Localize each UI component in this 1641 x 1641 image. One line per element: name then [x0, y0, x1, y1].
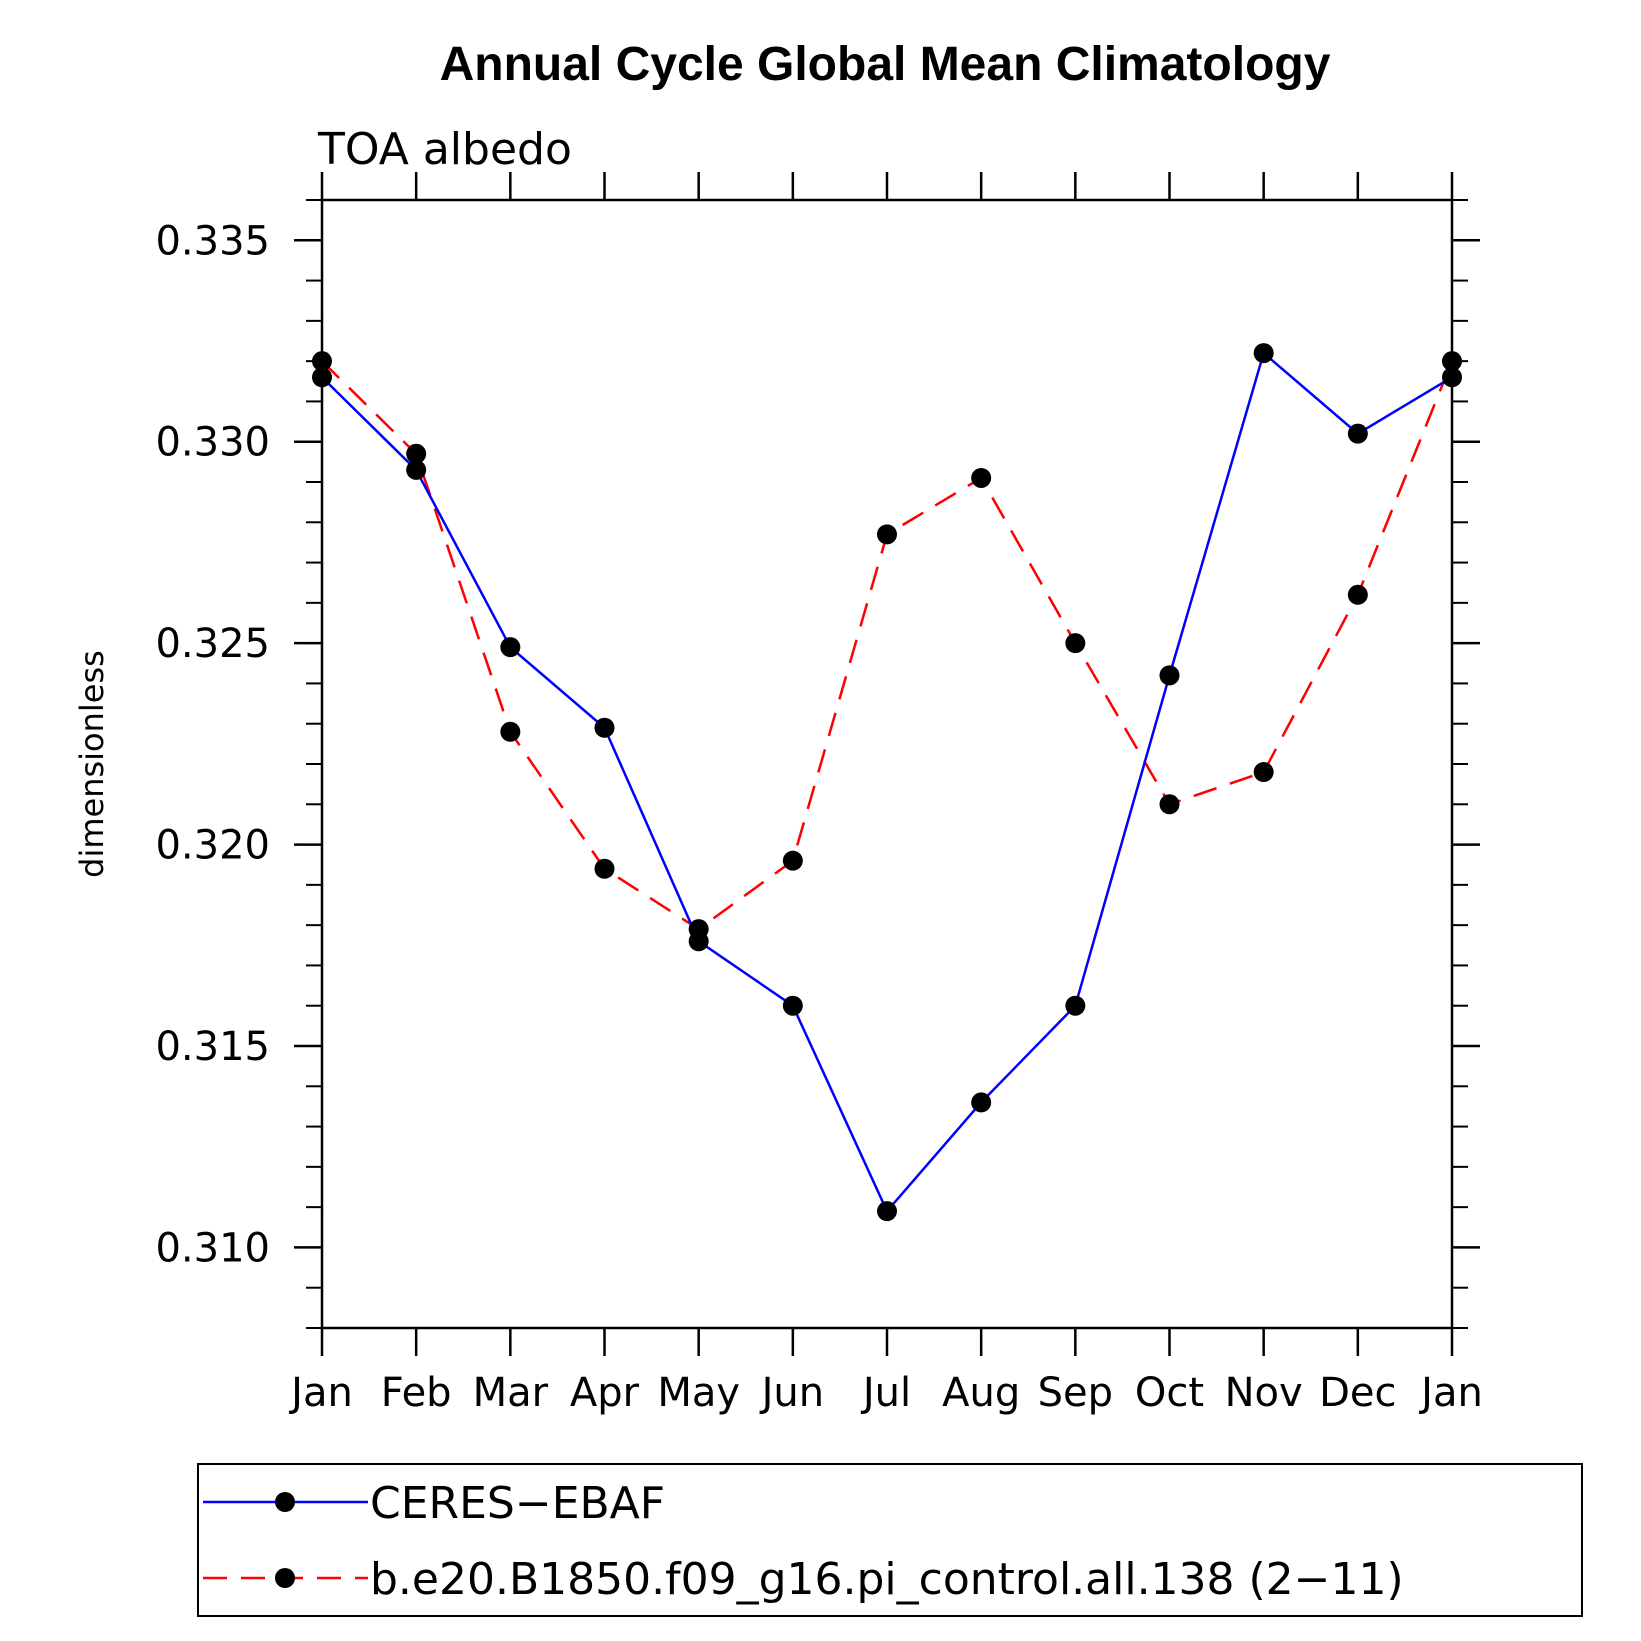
y-tick-label: 0.310	[155, 1225, 270, 1271]
series-2-point	[1347, 584, 1368, 605]
series-1-point	[500, 637, 521, 658]
series-1-point	[877, 1201, 897, 1222]
series-2-point	[1253, 762, 1274, 783]
series-2-point	[406, 443, 427, 464]
chart-title: Annual Cycle Global Mean Climatology	[440, 38, 1331, 91]
x-tick-label: Feb	[381, 1370, 452, 1416]
series-1-point	[1347, 423, 1368, 444]
y-tick-label: 0.330	[155, 420, 270, 466]
series-2-point	[594, 858, 615, 879]
series-1-point	[594, 717, 615, 738]
series-1-point	[782, 995, 803, 1016]
y-axis-label: dimensionless	[73, 650, 111, 878]
series-2-point	[1065, 633, 1086, 654]
x-tick-label: Jul	[860, 1370, 911, 1416]
x-tick-label: Mar	[473, 1370, 549, 1416]
legend-marker-2	[275, 1568, 295, 1588]
legend-marker-1	[275, 1492, 295, 1512]
x-tick-label: Apr	[570, 1370, 640, 1416]
series-2-point	[312, 351, 332, 372]
series-2-point	[1159, 794, 1180, 815]
legend: CERES−EBAF b.e20.B1850.f09_g16.pi_control…	[197, 1463, 1583, 1617]
y-tick-label: 0.325	[155, 621, 270, 667]
series-2-point	[782, 850, 803, 871]
series-2-point	[971, 467, 992, 488]
plot-axes: Jan Feb Mar Apr May Jun Jul Aug Sep Oct Nov Dec Jan 0…	[155, 172, 1483, 1416]
y-tick-label: 0.315	[155, 1024, 270, 1070]
series-1-point	[971, 1092, 992, 1113]
x-tick-label: Nov	[1225, 1370, 1303, 1416]
x-tick-label: Dec	[1319, 1370, 1396, 1416]
x-tick-label: Sep	[1038, 1370, 1113, 1416]
series-1-point	[312, 367, 332, 388]
series-1-point	[1442, 367, 1462, 388]
series-layer	[312, 343, 1462, 1222]
legend-box	[197, 1463, 1583, 1617]
x-tick-label: Jan	[288, 1370, 353, 1416]
series-2-point	[877, 524, 897, 545]
y-tick-label: 0.335	[155, 218, 270, 264]
y-tick-label: 0.320	[155, 823, 270, 869]
x-tick-label: May	[657, 1370, 740, 1416]
series-2-point	[1442, 351, 1462, 372]
chart-subtitle: TOA albedo	[317, 124, 572, 175]
x-tick-label: Aug	[942, 1370, 1020, 1416]
series-1-point	[1253, 343, 1274, 364]
series-1-point	[406, 459, 427, 480]
x-tick-label: Jan	[1418, 1370, 1483, 1416]
series-1-point	[1159, 665, 1180, 686]
series-1-point	[1065, 995, 1086, 1016]
legend-label-2: b.e20.B1850.f09_g16.pi_control.all.138 (…	[370, 1554, 1404, 1605]
series-2-point	[500, 721, 521, 742]
legend-label-1: CERES−EBAF	[370, 1478, 665, 1529]
x-tick-label: Oct	[1135, 1370, 1204, 1416]
series-line-1	[321, 350, 1453, 1214]
series-line-2	[321, 360, 1454, 931]
x-tick-label: Jun	[759, 1370, 825, 1416]
series-1-point	[688, 931, 709, 952]
